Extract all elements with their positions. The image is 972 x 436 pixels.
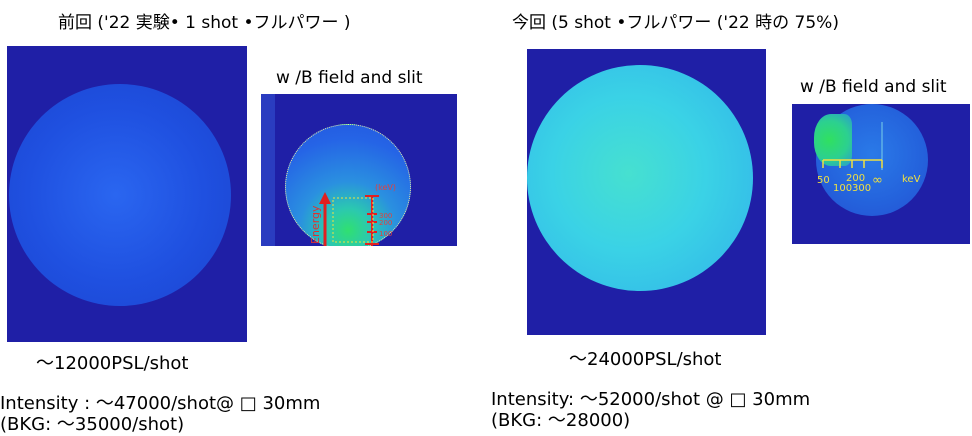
right-bkg: (BKG: ～28000)	[491, 410, 631, 431]
left-inset-edge-strip	[261, 94, 275, 246]
right-tick-50: 50	[817, 175, 830, 186]
slit-box	[332, 197, 374, 243]
energy-label: Energy	[309, 205, 322, 244]
right-inset-image: 50 100 200 300 ∞ keV	[792, 104, 970, 244]
left-tick-200: 200	[379, 219, 392, 227]
right-inset-unit: keV	[902, 174, 921, 185]
left-intensity: Intensity : ～47000/shot@ □ 30mm	[0, 393, 321, 414]
right-tick-100: 100	[833, 183, 852, 194]
right-inset-title: w /B field and slit	[800, 77, 947, 97]
right-inset-annotations: 50 100 200 300 ∞ keV	[817, 122, 921, 194]
left-bkg: (BKG: ～35000/shot)	[0, 414, 185, 435]
left-title: 前回 ('22 実験• 1 shot •フルパワー )	[58, 13, 351, 33]
left-main-image	[7, 46, 247, 342]
right-psl: ～24000PSL/shot	[569, 349, 722, 370]
left-tick-300: 300	[379, 212, 392, 220]
left-inset-image: (keV) 300 200 100 50 Energy	[261, 94, 457, 246]
right-main-disc	[527, 65, 753, 291]
left-tick-100: 100	[379, 230, 392, 238]
energy-arrow-head	[319, 192, 331, 204]
right-intensity: Intensity: ～52000/shot @ □ 30mm	[491, 389, 811, 410]
left-inset-title: w /B field and slit	[276, 68, 423, 88]
right-main-image	[527, 49, 766, 335]
right-tick-200: 200	[846, 173, 865, 184]
left-psl: ～12000PSL/shot	[36, 353, 189, 374]
left-inset-annotations: (keV) 300 200 100 50 Energy	[309, 183, 396, 246]
right-tick-300: 300	[852, 183, 871, 194]
right-title: 今回 (5 shot •フルパワー ('22 時の 75%)	[512, 13, 839, 33]
left-inset-disc	[285, 124, 411, 246]
left-main-disc	[9, 84, 231, 306]
right-tick-infinity: ∞	[872, 173, 883, 188]
left-inset-unit: (keV)	[375, 183, 396, 192]
right-inset-signal	[814, 114, 852, 166]
